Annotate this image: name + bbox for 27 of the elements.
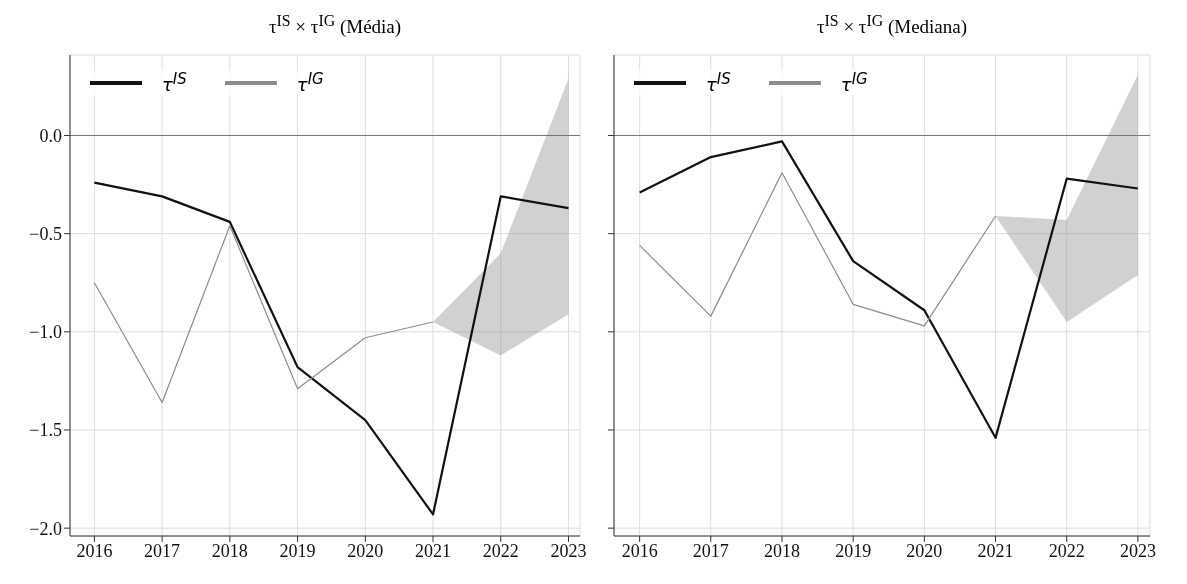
legend-label: τ$^{IG}$ bbox=[840, 70, 868, 95]
x-tick-label: 2017 bbox=[144, 540, 181, 561]
x-tick-label: 2017 bbox=[692, 540, 729, 561]
x-tick-label: 2018 bbox=[763, 540, 800, 561]
x-tick-label: 2019 bbox=[835, 540, 872, 561]
x-tick-label: 2022 bbox=[1048, 540, 1085, 561]
y-tick-label: −2.0 bbox=[29, 518, 62, 539]
chart-title: τ$^{IS}$ × τ$^{IG}$ (Mediana) bbox=[815, 12, 969, 39]
y-tick-label: 0.0 bbox=[39, 125, 62, 146]
x-tick-label: 2018 bbox=[211, 540, 248, 561]
x-tick-label: 2021 bbox=[415, 540, 452, 561]
legend-label: τ$^{IS}$ bbox=[706, 70, 731, 95]
legend-label: τ$^{IS}$ bbox=[162, 70, 187, 95]
x-tick-label: 2022 bbox=[482, 540, 519, 561]
x-tick-label: 2021 bbox=[977, 540, 1014, 561]
legend-label: τ$^{IG}$ bbox=[296, 70, 324, 95]
x-tick-label: 2016 bbox=[76, 540, 113, 561]
x-tick-label: 2023 bbox=[550, 540, 587, 561]
chart-title: τ$^{IS}$ × τ$^{IG}$ (Média) bbox=[267, 12, 403, 39]
x-tick-label: 2016 bbox=[621, 540, 658, 561]
y-tick-label: −1.5 bbox=[29, 420, 62, 441]
x-tick-label: 2020 bbox=[906, 540, 943, 561]
y-tick-label: −1.0 bbox=[29, 322, 62, 343]
x-tick-label: 2019 bbox=[279, 540, 316, 561]
y-tick-label: −0.5 bbox=[29, 224, 62, 245]
x-tick-label: 2020 bbox=[347, 540, 384, 561]
x-tick-label: 2023 bbox=[1119, 540, 1156, 561]
